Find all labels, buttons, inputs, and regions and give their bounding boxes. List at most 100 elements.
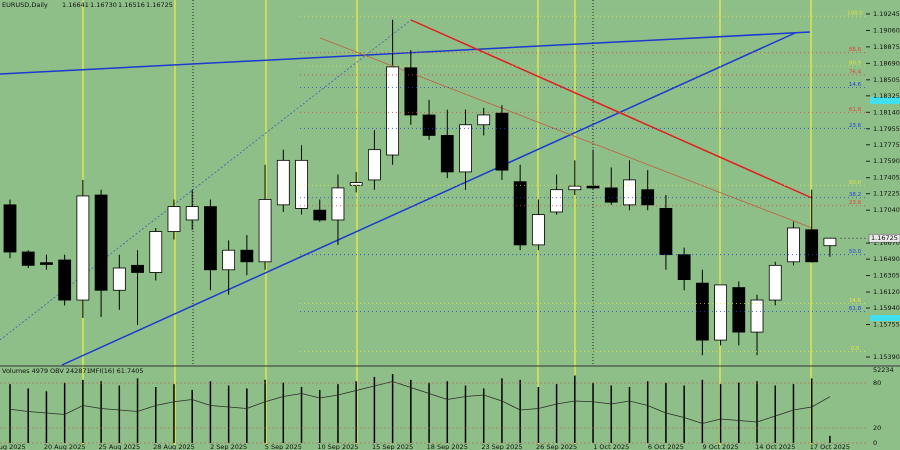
fib-label: 80.9 [849, 61, 862, 67]
candle-body [440, 135, 454, 173]
y-tick-label: 1.17955 [873, 125, 900, 133]
candle-body [422, 114, 436, 136]
fib-label: 100.0 [847, 11, 863, 17]
ohlc-label: 1.16641 [62, 1, 89, 9]
y-tick-label: 1.18875 [873, 43, 900, 51]
candle-body [623, 179, 636, 206]
candle-body [477, 114, 491, 126]
x-tick-label: 6 Oct 2025 [648, 443, 684, 450]
candle-body [805, 229, 819, 263]
candles [3, 19, 837, 356]
x-tick-label: Aug 2025 [0, 443, 26, 450]
fib-label: 38.2 [849, 192, 861, 198]
candle-body [750, 299, 764, 333]
fib-label: 23.6 [849, 123, 862, 129]
candle-body [185, 206, 199, 221]
y-tick-label: 1.17225 [873, 190, 900, 198]
candle-body [313, 209, 327, 221]
candle-body [513, 181, 527, 246]
candle-body [714, 284, 727, 341]
x-tick-label: 18 Sep 2025 [427, 443, 468, 450]
y-tick-label: 1.18325 [873, 92, 900, 100]
mfi-tick-label: 0 [873, 439, 877, 447]
candle-body [21, 251, 35, 266]
candle-body [732, 287, 746, 333]
y-tick-label: 1.18690 [873, 59, 900, 67]
candle-body [94, 194, 108, 291]
y-tick-label: 1.16490 [873, 255, 900, 263]
candle-body [495, 112, 509, 171]
y-tick-label: 1.15390 [873, 353, 900, 361]
fib-label: 23.6 [849, 200, 862, 206]
marker-box [870, 315, 900, 321]
x-tick-label: 15 Sep 2025 [372, 443, 413, 450]
x-tick-label: 17 Oct 2025 [810, 443, 850, 450]
candle-body [531, 214, 545, 246]
fib-label: 61.8 [849, 107, 862, 113]
period-separators [192, 0, 594, 365]
x-tick-label: 5 Sep 2025 [265, 443, 302, 450]
last-price-label: 1.16725 [871, 234, 898, 242]
volume-tick-label: 52234 [873, 366, 894, 374]
mfi-tick-label: 80 [873, 379, 881, 387]
indicator-label: OBV 242871 [50, 367, 91, 375]
candle-body [76, 195, 90, 301]
y-tick-label: 1.19060 [873, 26, 900, 34]
candle-body [459, 124, 472, 173]
symbol-label: EURUSD,Daily [2, 1, 48, 9]
candle-body [349, 182, 363, 186]
candle-body [404, 67, 418, 116]
last-price-box [868, 233, 900, 243]
fib-label: 50.0 [849, 180, 862, 186]
y-tick-label: 1.17775 [873, 141, 900, 149]
y-tick-label: 1.16120 [873, 288, 900, 296]
indicator-label: Volumes 4979 [2, 367, 48, 375]
y-tick-label: 1.18505 [873, 76, 900, 84]
candle-body [131, 264, 144, 273]
x-tick-label: 23 Sep 2025 [481, 443, 522, 450]
price-axis: 1.19245 1.19060 1.18875 1.18690 1.18505 1.183… [866, 10, 900, 361]
x-tick-label: 26 Sep 2025 [536, 443, 577, 450]
y-tick-label: 1.16305 [873, 272, 900, 280]
candle-body [367, 149, 381, 181]
y-tick-label: 1.19245 [873, 10, 900, 18]
candle-body [586, 185, 600, 189]
fib-label: 76.4 [849, 69, 862, 75]
candle-body [823, 237, 837, 247]
x-tick-label: 14 Oct 2025 [755, 443, 795, 450]
candle-body [167, 206, 181, 232]
candle-body [641, 189, 655, 206]
candle-body [276, 159, 290, 206]
x-tick-label: 28 Aug 2025 [153, 443, 195, 450]
header: EURUSD,Daily 1.16641 1.16730 1.16516 1.16725 [2, 1, 173, 9]
fib-label: 50.0 [849, 249, 862, 255]
candle-body [768, 264, 782, 301]
candle-body [295, 159, 308, 209]
candle-body [112, 267, 126, 291]
x-tick-label: 2 Sep 2025 [210, 443, 247, 450]
indicator-label: MFI(16) 61.7405 [90, 367, 144, 375]
fib-label: 14.6 [849, 82, 862, 88]
candle-body [258, 199, 272, 263]
ohlc-label: 1.16730 [90, 1, 117, 9]
marker-box [870, 97, 900, 104]
candle-body [204, 206, 217, 271]
y-tick-label: 1.17405 [873, 174, 900, 182]
fib-label: 14.6 [849, 298, 862, 304]
y-tick-label: 1.18140 [873, 108, 900, 116]
candle-body [386, 66, 400, 156]
y-tick-label: 1.15755 [873, 321, 900, 329]
candle-body [550, 189, 563, 213]
y-tick-label: 1.15940 [873, 304, 900, 312]
candle-body [240, 249, 254, 263]
candle-body [58, 259, 72, 301]
candle-body [695, 282, 709, 341]
ohlc-label: 1.16516 [118, 1, 145, 9]
candle-body [3, 204, 17, 253]
candle-body [568, 185, 582, 191]
candle-body [677, 254, 691, 280]
x-tick-label: 9 Oct 2025 [703, 443, 739, 450]
x-tick-label: 20 Aug 2025 [44, 443, 86, 450]
mfi-tick-label: 20 [873, 424, 881, 432]
